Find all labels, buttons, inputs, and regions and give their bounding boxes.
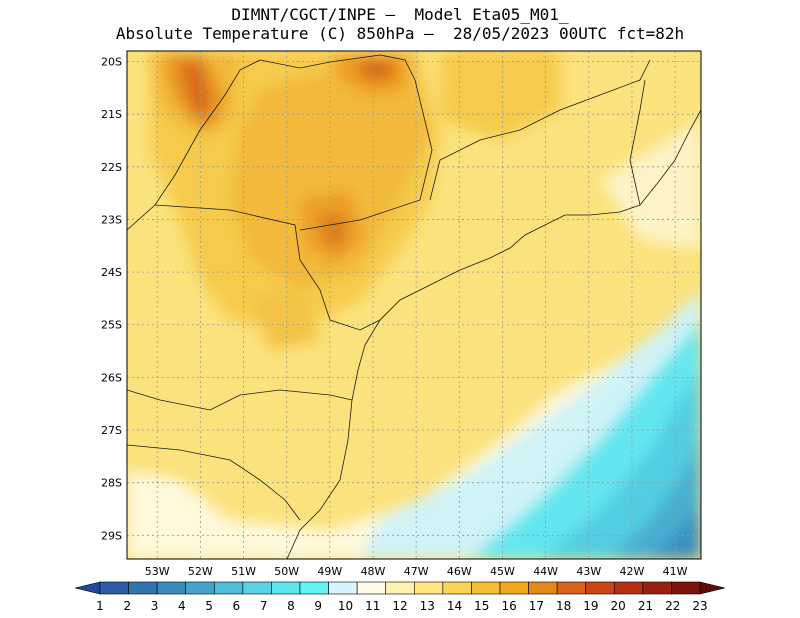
lon-tick-label: 53W: [145, 565, 170, 578]
lat-tick-label: 20S: [101, 56, 122, 69]
colorbar-swatch: [185, 581, 215, 595]
lat-tick-label: 29S: [101, 529, 122, 542]
colorbar-label: 8: [287, 599, 295, 613]
colorbar-label: 22: [665, 599, 680, 613]
lon-tick-label: 50W: [274, 565, 299, 578]
lat-tick-label: 22S: [101, 161, 122, 174]
lon-tick-label: 43W: [576, 565, 601, 578]
lon-tick-label: 49W: [317, 565, 342, 578]
lon-tick-label: 45W: [490, 565, 515, 578]
colorbar-label: 1: [96, 599, 104, 613]
colorbar-swatch: [699, 581, 726, 595]
colorbar-swatch: [671, 581, 701, 595]
lon-tick-label: 46W: [447, 565, 472, 578]
lon-tick-label: 41W: [663, 565, 688, 578]
lat-tick-label: 25S: [101, 319, 122, 332]
colorbar-swatch: [585, 581, 615, 595]
colorbar-label: 9: [314, 599, 322, 613]
colorbar-swatch: [242, 581, 272, 595]
colorbar-label: 2: [123, 599, 131, 613]
colorbar-swatch: [528, 581, 558, 595]
lon-tick-label: 42W: [620, 565, 645, 578]
colorbar-label: 23: [692, 599, 707, 613]
temperature-field: [127, 51, 701, 559]
lon-tick-label: 51W: [231, 565, 256, 578]
lon-tick-label: 47W: [404, 565, 429, 578]
colorbar-label: 13: [420, 599, 435, 613]
colorbar-swatch: [271, 581, 301, 595]
colorbar-label: 21: [638, 599, 653, 613]
colorbar-swatch: [213, 581, 244, 595]
longitude-labels: 53W 52W 51W 50W 49W 48W 47W 46W 45W 44W 43W 42W 41W: [145, 565, 688, 578]
colorbar-swatch: [99, 581, 129, 595]
lat-tick-label: 24S: [101, 266, 122, 279]
colorbar-swatch: [442, 581, 472, 595]
colorbar-label: 3: [151, 599, 159, 613]
latitude-labels: 20S 21S 22S 23S 24S 25S 26S 27S 28S 29S: [101, 56, 122, 543]
title-line-1: DIMNT/CGCT/INPE – Model Eta05_M01_: [231, 5, 569, 24]
title-line-2: Absolute Temperature (C) 850hPa – 28/05/…: [115, 24, 685, 43]
colorbar-swatch: [156, 581, 187, 595]
colorbar-swatch: [499, 581, 529, 595]
lat-tick-label: 27S: [101, 424, 122, 437]
colorbar-label: 10: [338, 599, 353, 613]
lon-tick-label: 48W: [361, 565, 386, 578]
lat-tick-label: 21S: [101, 108, 122, 121]
colorbar-swatch: [128, 581, 158, 595]
colorbar-label: 11: [365, 599, 380, 613]
colorbar-swatch: [328, 581, 358, 595]
colorbar-label: 12: [392, 599, 407, 613]
colorbar-swatch: [299, 581, 329, 595]
colorbar-swatch: [471, 581, 501, 595]
colorbar-swatch: [642, 581, 672, 595]
lat-tick-label: 26S: [101, 371, 122, 384]
colorbar-label: 15: [474, 599, 489, 613]
colorbar-label: 19: [583, 599, 598, 613]
plot-frame: [126, 50, 702, 560]
boundaries: [127, 54, 701, 559]
colorbar-swatch: [413, 581, 444, 595]
lon-tick-label: 44W: [533, 565, 558, 578]
colorbar-label: 4: [178, 599, 186, 613]
colorbar-swatch: [74, 581, 101, 595]
colorbar: 1 2 3 4 5 6 7 8 9 10 11 12 13 14 15 16 17 18 19 20 21 22 23: [74, 581, 726, 613]
colorbar-label: 16: [501, 599, 516, 613]
colorbar-label: 6: [233, 599, 241, 613]
colorbar-label: 17: [529, 599, 544, 613]
colorbar-label: 5: [205, 599, 213, 613]
colorbar-swatch: [385, 581, 415, 595]
colorbar-swatch: [556, 581, 587, 595]
colorbar-swatch: [613, 581, 644, 595]
colorbar-label: 18: [556, 599, 571, 613]
lat-tick-label: 23S: [101, 213, 122, 226]
colorbar-label: 14: [447, 599, 462, 613]
lat-lon-grid: [127, 51, 701, 559]
colorbar-label: 7: [260, 599, 268, 613]
lat-tick-label: 28S: [101, 477, 122, 490]
colorbar-label: 20: [611, 599, 626, 613]
lon-tick-label: 52W: [188, 565, 213, 578]
colorbar-swatch: [356, 581, 387, 595]
